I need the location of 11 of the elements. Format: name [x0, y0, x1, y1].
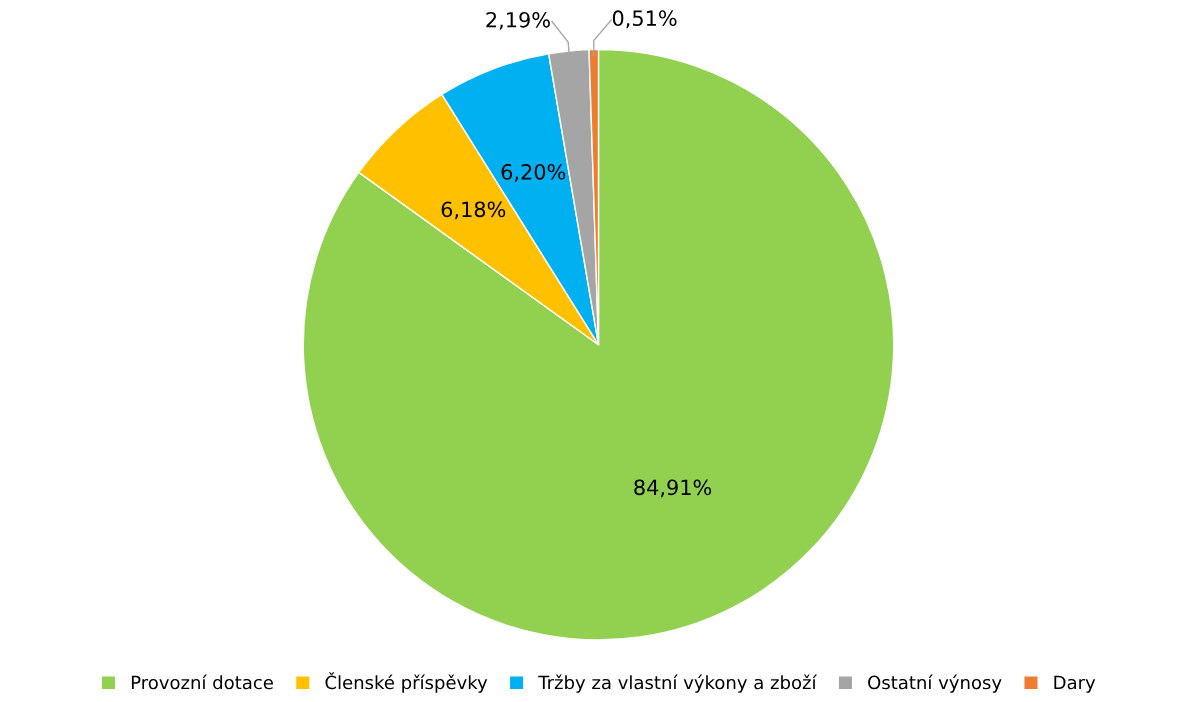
- data-label: 0,51%: [612, 10, 677, 29]
- data-label: 2,19%: [486, 11, 550, 30]
- legend-label: Dary: [1054, 675, 1096, 693]
- data-label: 6,18%: [441, 201, 506, 220]
- data-label: 6,20%: [501, 163, 566, 182]
- legend-label: Členské příspěvky: [325, 672, 488, 693]
- legend-label: Tržby za vlastní výkony a zboží: [538, 674, 818, 693]
- data-label: 84,91%: [634, 479, 712, 498]
- pie-slice: [302, 48, 895, 641]
- legend-label: Ostatní výnosy: [868, 674, 1002, 693]
- legend-label: Provozní dotace: [131, 674, 273, 690]
